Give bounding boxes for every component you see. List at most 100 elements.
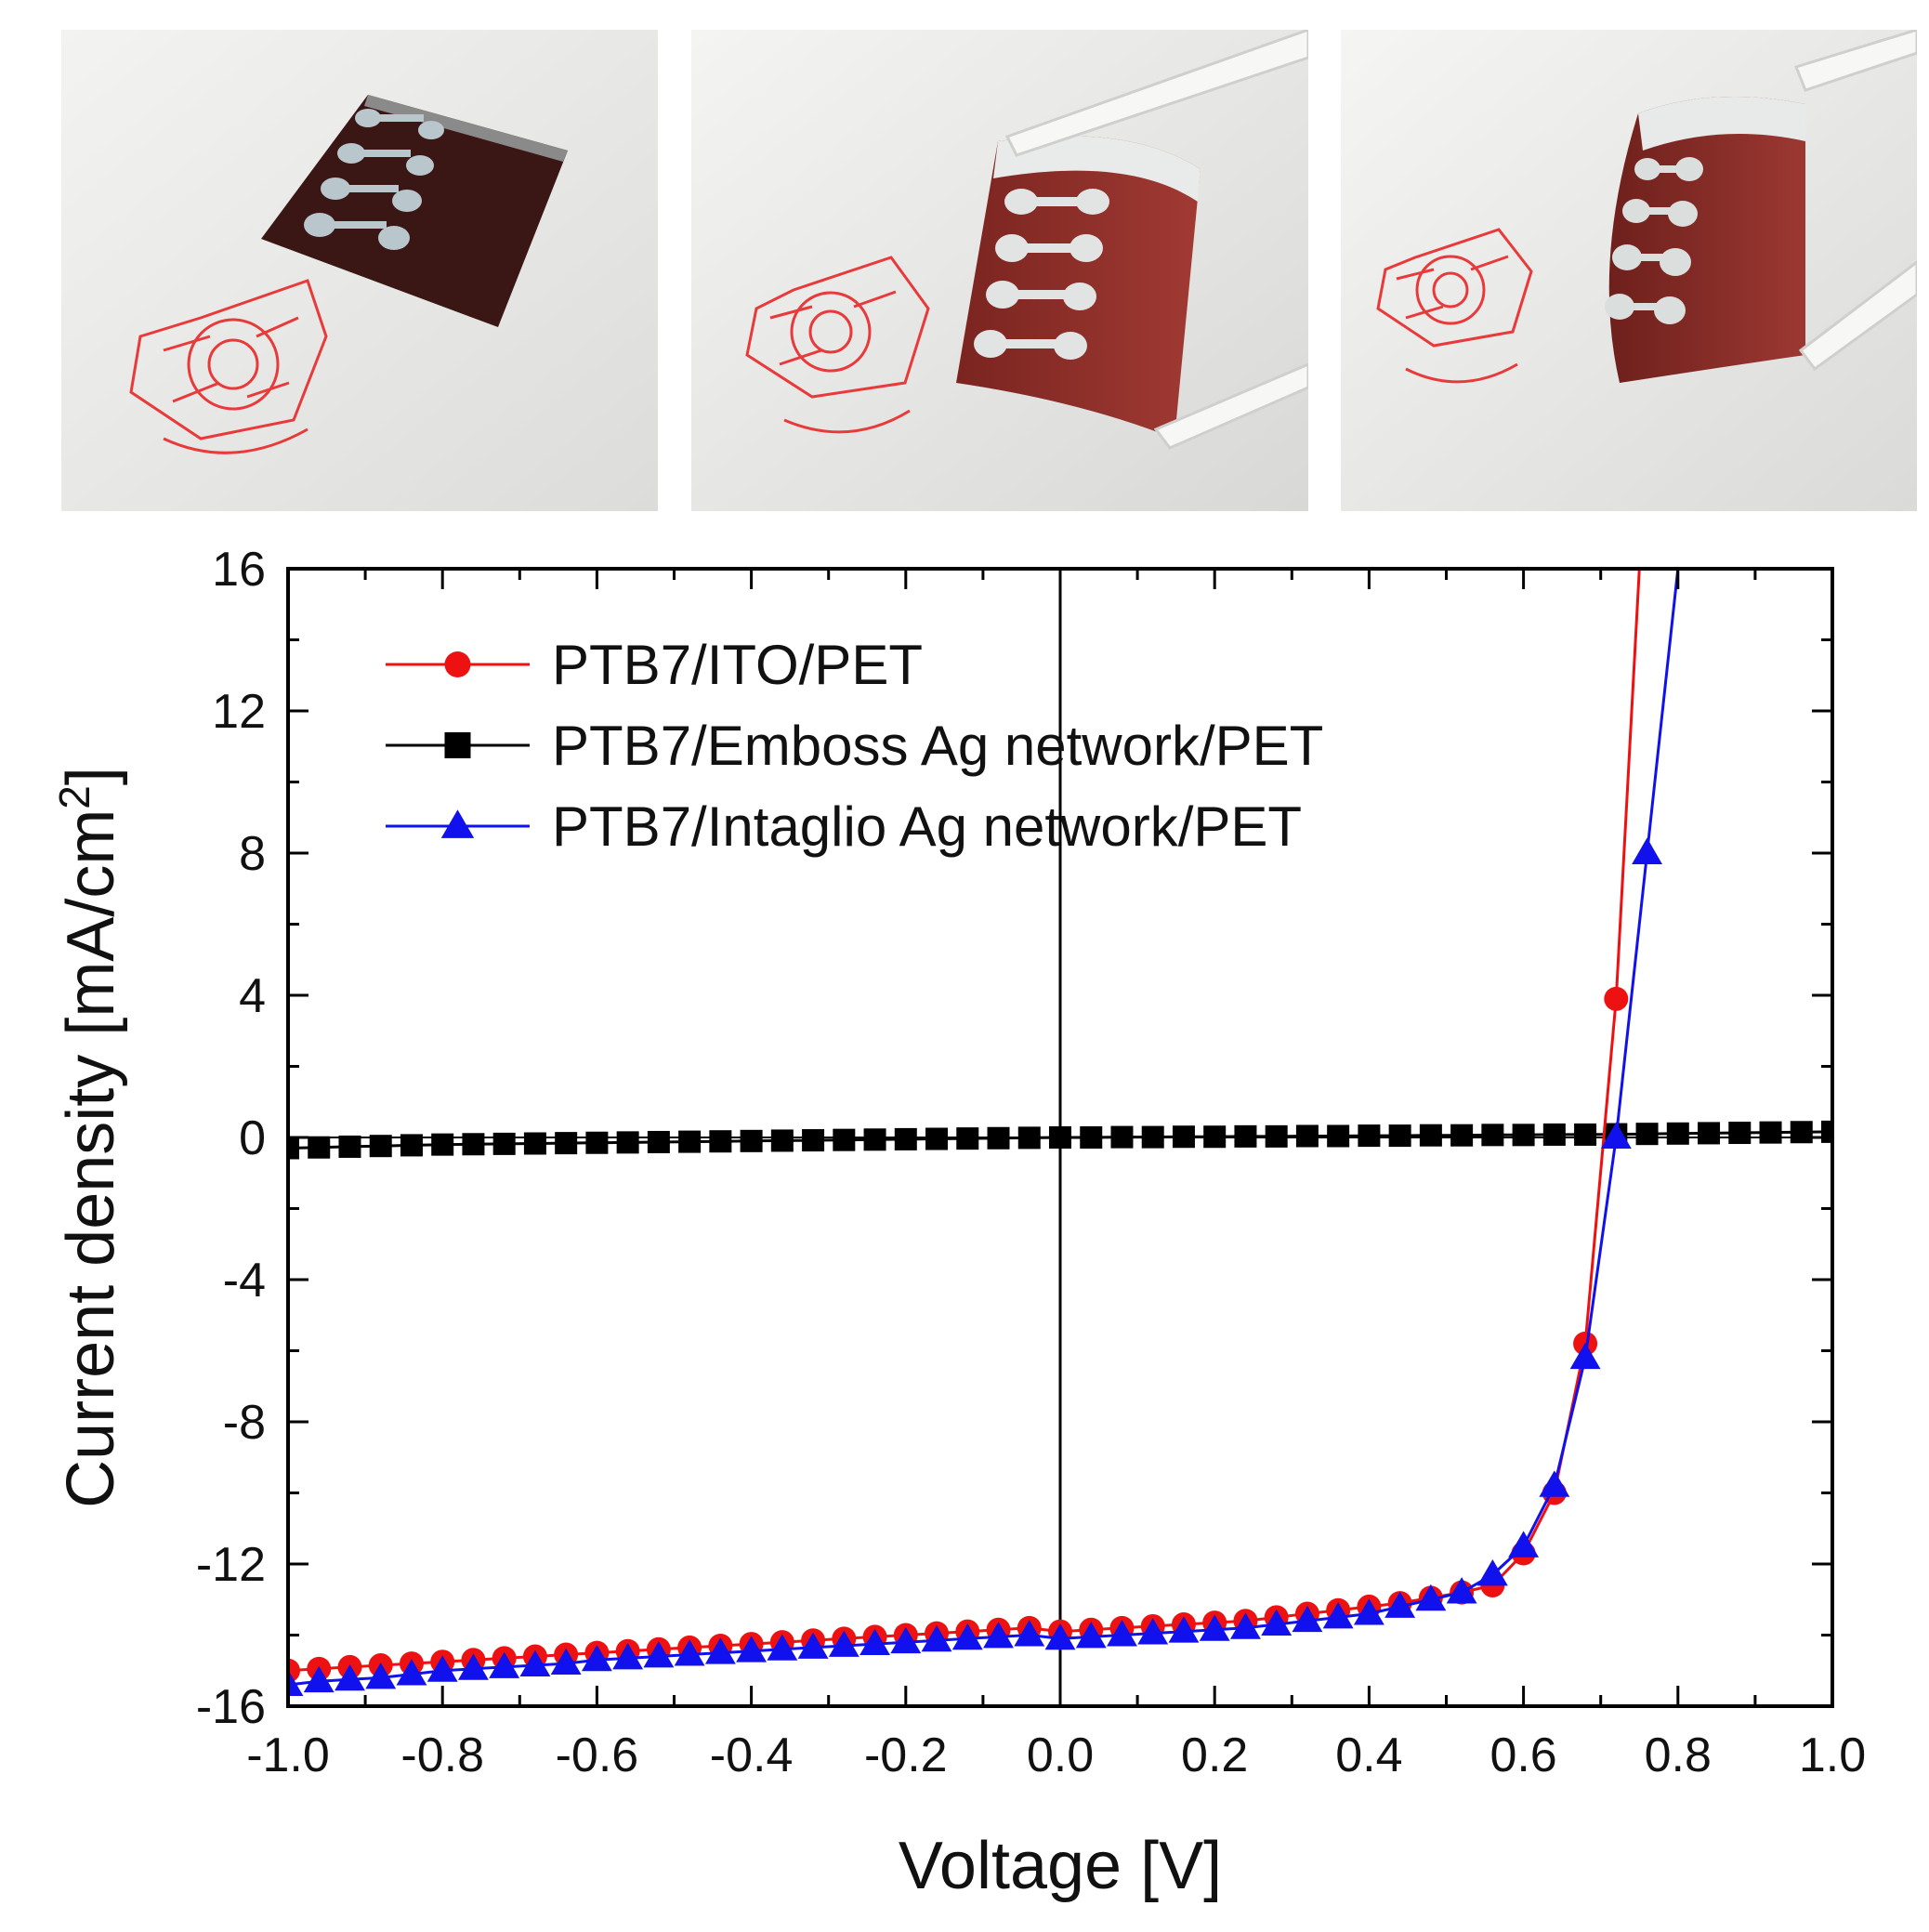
university-seal-1 bbox=[129, 279, 328, 454]
y-tick-label: 0 bbox=[239, 1111, 266, 1165]
y-tick-label: 12 bbox=[212, 685, 266, 739]
series-3-point bbox=[1569, 1342, 1601, 1370]
flat-device-illustration bbox=[61, 30, 658, 511]
series-3-point bbox=[1044, 1623, 1076, 1650]
y-tick-label: -4 bbox=[223, 1254, 266, 1308]
series-3-point bbox=[1014, 1620, 1045, 1647]
series-2-point bbox=[1110, 1125, 1134, 1149]
series-2-point bbox=[802, 1129, 825, 1152]
series-3-point bbox=[519, 1649, 551, 1676]
series-2-point bbox=[709, 1130, 732, 1153]
legend-item-2: PTB7/Emboss Ag network/PET bbox=[386, 715, 1323, 777]
series-2-point bbox=[1358, 1124, 1381, 1148]
bent-device-clear-edge bbox=[993, 136, 1201, 202]
series-2-point bbox=[1049, 1126, 1071, 1149]
flat-device-electrodes bbox=[304, 109, 444, 250]
tweezer-upper bbox=[1004, 30, 1308, 157]
series-1-point bbox=[1604, 986, 1629, 1011]
series-3-point bbox=[489, 1651, 520, 1678]
series-3-point bbox=[736, 1636, 768, 1663]
series-3 bbox=[288, 569, 1680, 1697]
series-3-point bbox=[1415, 1584, 1447, 1611]
legend-marker bbox=[444, 651, 471, 677]
x-tick-label: -0.6 bbox=[556, 1728, 639, 1782]
x-tick-label: 0.6 bbox=[1489, 1728, 1556, 1782]
series-3-line bbox=[288, 569, 1680, 1687]
series-2-point bbox=[1666, 1122, 1689, 1145]
y-tick-label: -12 bbox=[196, 1538, 266, 1592]
series-2-point bbox=[678, 1130, 702, 1153]
series-2-point bbox=[1790, 1121, 1813, 1144]
series-2-point bbox=[770, 1129, 794, 1152]
series-2-point bbox=[863, 1128, 886, 1151]
series-3-point bbox=[1229, 1612, 1261, 1639]
series-3-point bbox=[1508, 1531, 1540, 1557]
series-3-point bbox=[365, 1662, 397, 1689]
series-2-point bbox=[1542, 1123, 1566, 1146]
y-tick-label: -16 bbox=[196, 1680, 266, 1734]
x-tick-label: -0.8 bbox=[400, 1728, 484, 1782]
series-2-point bbox=[894, 1127, 917, 1150]
bent-device-photo bbox=[691, 30, 1308, 511]
series-2-point bbox=[1017, 1126, 1041, 1150]
series-2-point bbox=[338, 1135, 361, 1158]
series-3-point bbox=[1353, 1598, 1384, 1625]
bent-device-electrodes bbox=[974, 189, 1109, 360]
series-3-point bbox=[1322, 1601, 1354, 1629]
series-2-point bbox=[585, 1131, 609, 1154]
series-3-point bbox=[1476, 1559, 1508, 1586]
legend-label: PTB7/Emboss Ag network/PET bbox=[552, 715, 1323, 777]
series-2-point bbox=[1450, 1124, 1474, 1147]
series-2-point bbox=[462, 1133, 485, 1156]
series-layer bbox=[288, 569, 1832, 1697]
bent-device-illustration bbox=[691, 30, 1308, 511]
y-axis-title-main: Current density [mA/cm bbox=[54, 809, 128, 1508]
legend-label: PTB7/ITO/PET bbox=[552, 634, 923, 696]
legend-item-1: PTB7/ITO/PET bbox=[386, 634, 923, 696]
series-2-point bbox=[1388, 1124, 1411, 1148]
series-2-point bbox=[1295, 1124, 1319, 1148]
series-3-point bbox=[1168, 1616, 1200, 1643]
series-3-point bbox=[828, 1630, 860, 1657]
series-3-point bbox=[1539, 1470, 1570, 1497]
y-axis-title-end: ] bbox=[54, 767, 128, 785]
y-axis-title-superscript: 2 bbox=[50, 785, 98, 809]
series-2-point bbox=[431, 1133, 454, 1156]
series-2-point bbox=[1327, 1124, 1350, 1148]
x-tick-label: -0.4 bbox=[710, 1728, 794, 1782]
x-axis-title: Voltage [V] bbox=[899, 1829, 1222, 1903]
series-2-point bbox=[647, 1130, 670, 1153]
series-3-point bbox=[860, 1628, 891, 1656]
series-2-point bbox=[616, 1131, 639, 1154]
tweezer-lower bbox=[1798, 260, 1917, 372]
series-2-point bbox=[555, 1132, 578, 1155]
series-2-point bbox=[1080, 1126, 1103, 1149]
axis-ticks: -1.0 -0.8 -0.6 -0.4 -0.2 0.0 0.2 0.4 0.6 0.8 1.0 -1… bbox=[196, 543, 1866, 1782]
y-tick-label: 8 bbox=[239, 827, 266, 881]
series-2-point bbox=[1172, 1125, 1195, 1149]
series-2-point bbox=[1759, 1121, 1782, 1144]
y-tick-label: 16 bbox=[212, 543, 266, 597]
y-axis-title: Current density [mA/cm2] bbox=[50, 767, 128, 1508]
series-3-point bbox=[1384, 1591, 1416, 1618]
series-2-point bbox=[1203, 1125, 1227, 1149]
y-tick-label: -8 bbox=[223, 1396, 266, 1450]
series-2-point bbox=[523, 1132, 546, 1155]
series-2-point bbox=[1481, 1124, 1504, 1147]
series-3-point bbox=[1075, 1621, 1107, 1649]
series-3-point bbox=[1107, 1620, 1137, 1647]
series-2-point bbox=[740, 1129, 763, 1152]
series-2-point bbox=[956, 1127, 979, 1150]
series-2-point bbox=[1728, 1122, 1752, 1145]
series-3-point bbox=[612, 1642, 644, 1670]
x-tick-label: 0.4 bbox=[1335, 1728, 1402, 1782]
series-2-point bbox=[1574, 1123, 1597, 1146]
x-tick-label: 0.8 bbox=[1645, 1728, 1712, 1782]
series-2-point bbox=[1141, 1125, 1164, 1149]
legend-item-3: PTB7/Intaglio Ag network/PET bbox=[386, 795, 1302, 858]
flat-device-photo bbox=[61, 30, 658, 511]
series-3-point bbox=[1632, 837, 1663, 864]
strongly-bent-device-clear-edge bbox=[1638, 97, 1805, 151]
series-3-point bbox=[335, 1663, 365, 1691]
university-seal-3 bbox=[1376, 228, 1533, 384]
